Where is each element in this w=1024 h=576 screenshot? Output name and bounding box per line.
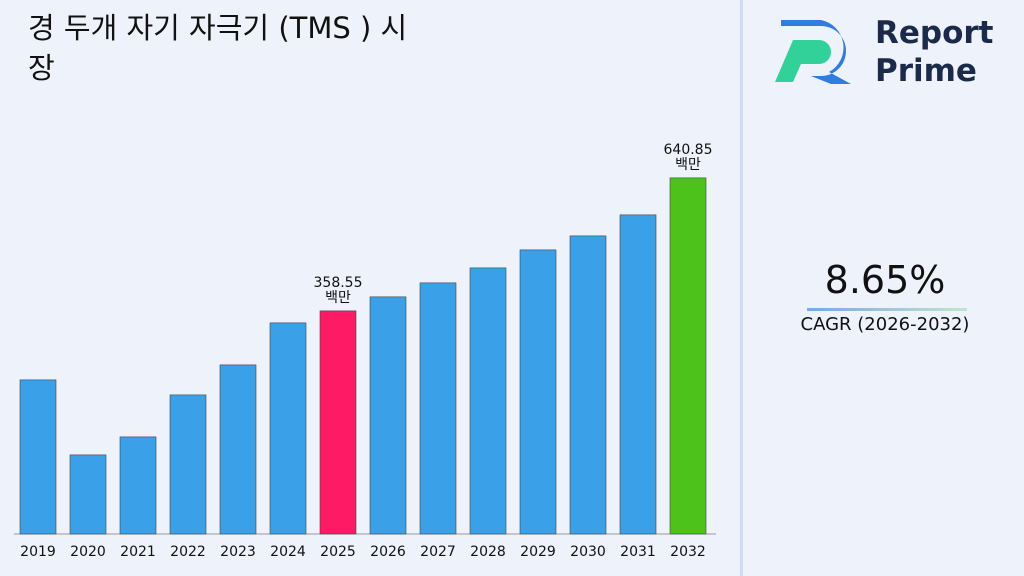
bar xyxy=(219,364,257,535)
x-tick-label: 2024 xyxy=(270,544,306,560)
logo-icon xyxy=(775,20,851,84)
bar xyxy=(569,235,607,535)
x-tick-label: 2031 xyxy=(620,544,656,560)
bar xyxy=(419,282,457,535)
x-tick-label: 2021 xyxy=(120,544,156,560)
side-panel: Report Prime 8.65% CAGR (2026-2032) xyxy=(740,0,1024,576)
bar xyxy=(469,267,507,535)
bar xyxy=(169,394,207,535)
value-label: 백만 xyxy=(675,157,701,173)
bar xyxy=(69,454,107,535)
x-tick-label: 2023 xyxy=(220,544,256,560)
x-tick-label: 2020 xyxy=(70,544,106,560)
x-tick-label: 2025 xyxy=(320,544,356,560)
value-label: 640.85 xyxy=(664,142,713,158)
bar xyxy=(269,322,307,535)
value-label: 백만 xyxy=(325,290,351,306)
bar xyxy=(619,214,657,535)
x-tick-label: 2019 xyxy=(20,544,56,560)
brand-line: Prime xyxy=(875,53,977,89)
bar xyxy=(119,436,157,535)
cagr-label: CAGR (2026-2032) xyxy=(800,314,970,335)
x-tick-label: 2030 xyxy=(570,544,606,560)
x-tick-label: 2027 xyxy=(420,544,456,560)
cagr-value: 8.65% xyxy=(824,258,946,302)
chart-title: 경 두개 자기 자극기 (TMS ) 시장 xyxy=(28,11,408,85)
x-tick-label: 2029 xyxy=(520,544,556,560)
brand-line: Report xyxy=(875,15,994,51)
x-tick-label: 2028 xyxy=(470,544,506,560)
bar xyxy=(319,310,357,535)
x-tick-label: 2026 xyxy=(370,544,406,560)
chart: 2019 2020 2021 2022 2023 2024 2025358.55백만2026… xyxy=(14,142,716,560)
bar xyxy=(519,249,557,535)
brand: Report Prime xyxy=(875,14,994,90)
bar xyxy=(19,379,57,535)
x-tick-label: 2022 xyxy=(170,544,206,560)
value-label: 358.55 xyxy=(314,275,363,291)
divider xyxy=(807,308,967,311)
bar xyxy=(669,177,707,535)
bar xyxy=(369,296,407,535)
x-tick-label: 2032 xyxy=(670,544,706,560)
